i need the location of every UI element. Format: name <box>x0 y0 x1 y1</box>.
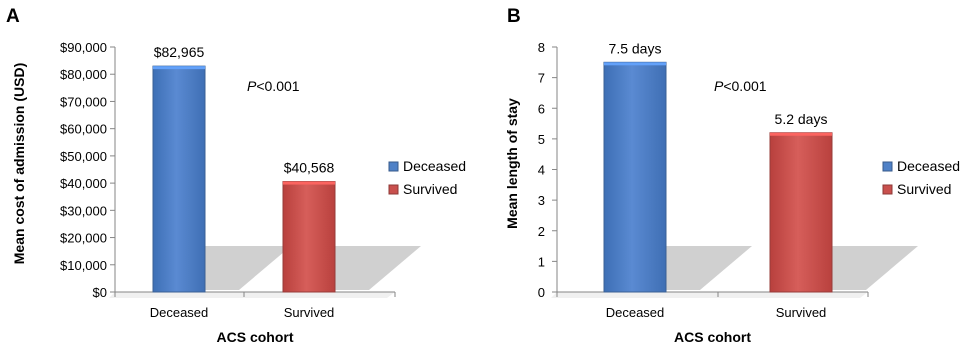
y-tick-label: $60,000 <box>60 122 107 137</box>
legend-swatch <box>388 184 399 195</box>
x-category-label: Deceased <box>606 305 665 320</box>
y-tick-label: $80,000 <box>60 67 107 82</box>
bar-deceased <box>152 65 206 293</box>
bar-shadow <box>205 246 291 290</box>
panel-letter: A <box>6 6 20 27</box>
x-axis-title: ACS cohort <box>674 329 751 345</box>
x-axis-title: ACS cohort <box>217 329 294 345</box>
x-category-label: Survived <box>776 305 827 320</box>
bar-shadow <box>666 246 752 290</box>
legend-swatch <box>882 161 893 172</box>
p-value-text: <0.001 <box>723 78 766 94</box>
bar-survived <box>769 132 833 293</box>
y-tick-label: 0 <box>538 285 545 300</box>
y-tick-label: 5 <box>538 132 545 147</box>
y-tick-label: 2 <box>538 224 545 239</box>
y-tick-label: 6 <box>538 101 545 116</box>
panel-letter: B <box>507 6 521 27</box>
y-tick-label: $30,000 <box>60 203 107 218</box>
x-category-label: Deceased <box>150 305 209 320</box>
data-label: $40,568 <box>284 160 335 176</box>
y-tick-label: $90,000 <box>60 40 107 55</box>
y-tick-label: $50,000 <box>60 149 107 164</box>
legend-label: Deceased <box>403 158 466 174</box>
legend-swatch <box>388 161 399 172</box>
y-axis-title: Mean cost of admission (USD) <box>11 63 27 264</box>
p-value-italic: P <box>247 78 257 94</box>
legend-label: Survived <box>403 181 457 197</box>
y-tick-label: $70,000 <box>60 94 107 109</box>
bar-shadow <box>335 246 421 290</box>
y-axis-title: Mean length of stay <box>504 98 520 229</box>
bar-shadow <box>832 246 918 290</box>
data-label: 5.2 days <box>775 111 828 127</box>
p-value-annotation: P<0.001 <box>714 78 767 94</box>
y-tick-label: 1 <box>538 254 545 269</box>
legend-swatch <box>882 184 893 195</box>
y-tick-label: $20,000 <box>60 231 107 246</box>
data-label: $82,965 <box>154 44 205 60</box>
p-value-annotation: P<0.001 <box>247 78 300 94</box>
chart-floor <box>109 292 395 298</box>
bar-top <box>770 132 832 136</box>
y-tick-label: $40,000 <box>60 176 107 191</box>
legend-label: Deceased <box>897 158 960 174</box>
bar-top <box>153 66 205 70</box>
bar-survived <box>282 181 336 293</box>
panel-b-chart: B 0 1 2 3 4 5 6 7 8 7.5 days Deceased 5.2 days Surviv… <box>504 6 960 345</box>
data-label: 7.5 days <box>609 40 662 56</box>
legend-label: Survived <box>897 181 951 197</box>
bar-top <box>283 181 335 185</box>
y-tick-label: $0 <box>93 285 107 300</box>
y-tick-label: 3 <box>538 193 545 208</box>
x-category-label: Survived <box>284 305 335 320</box>
y-tick-label: 7 <box>538 71 545 86</box>
y-tick-label: 4 <box>538 163 545 178</box>
bar-deceased <box>603 61 667 293</box>
chart-floor <box>551 292 868 298</box>
p-value-text: <0.001 <box>256 78 299 94</box>
panel-a-chart: A $0 $10,000 $20,000 $30,000 $40,000 $50,000 $6… <box>6 6 466 345</box>
y-tick-label: $10,000 <box>60 258 107 273</box>
y-tick-label: 8 <box>538 40 545 55</box>
bar-top <box>604 62 666 66</box>
p-value-italic: P <box>714 78 724 94</box>
